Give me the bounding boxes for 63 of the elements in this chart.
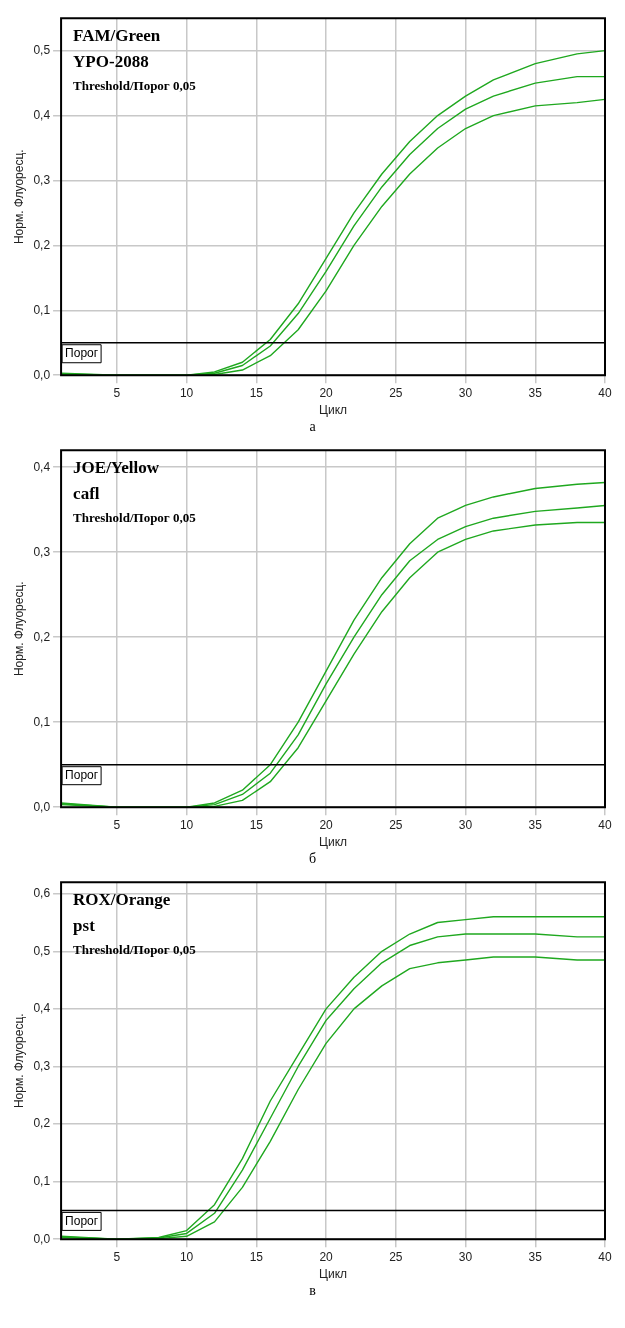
text: cafl — [73, 484, 100, 504]
y-axis-title: Норм. Флуоресц. — [11, 581, 26, 677]
x-tick-label: 5 — [113, 817, 121, 832]
text: FAM/Green — [73, 26, 161, 46]
text: б — [307, 850, 318, 868]
y-tick-label: 0,1 — [33, 302, 51, 317]
y-tick-label: 0,2 — [33, 237, 51, 252]
x-tick-label: 25 — [389, 1249, 403, 1264]
x-tick-label: 30 — [458, 817, 473, 832]
y-tick-label: 0,2 — [33, 629, 51, 644]
y-tick-label: 0,5 — [33, 42, 51, 57]
annotation: Threshold/Порог 0,05 — [73, 78, 197, 94]
ref-line-label: Порог — [65, 1213, 99, 1228]
ref-line-label: Порог — [65, 768, 99, 783]
x-tick-label: 25 — [389, 817, 403, 832]
annotation: Threshold/Порог 0,05 — [73, 510, 197, 526]
annotation: Threshold/Порог 0,05 — [73, 942, 197, 958]
y-axis-title: Норм. Флуоресц. — [11, 1013, 26, 1109]
x-tick-label: 10 — [179, 385, 194, 400]
text: YPO-2088 — [73, 52, 149, 72]
x-tick-label: 40 — [598, 817, 612, 832]
x-tick-label: 35 — [528, 817, 543, 832]
y-tick-label: 0,4 — [33, 1001, 51, 1016]
y-tick-label: 0,3 — [33, 1058, 51, 1073]
y-tick-label: 0,0 — [33, 799, 51, 814]
x-tick-label: 5 — [113, 1249, 121, 1264]
y-tick-label: 0,1 — [33, 1173, 51, 1188]
x-tick-label: 35 — [528, 1249, 543, 1264]
x-axis-title: Цикл — [319, 835, 348, 850]
y-tick-label: 0,3 — [33, 172, 51, 187]
x-axis-title: Цикл — [319, 1267, 348, 1282]
y-tick-label: 0,2 — [33, 1116, 51, 1131]
x-tick-label: 40 — [598, 385, 612, 400]
x-tick-label: 5 — [113, 385, 121, 400]
x-tick-label: 30 — [458, 385, 473, 400]
text: JOE/Yellow — [73, 458, 160, 478]
x-tick-label: 20 — [319, 817, 334, 832]
y-tick-label: 0,4 — [33, 459, 51, 474]
x-tick-label: 15 — [249, 1249, 264, 1264]
x-tick-label: 25 — [389, 385, 403, 400]
x-tick-label: 30 — [458, 1249, 473, 1264]
x-tick-label: 10 — [179, 1249, 194, 1264]
text: а — [308, 418, 317, 436]
x-tick-label: 20 — [319, 1249, 334, 1264]
y-tick-label: 0,6 — [33, 886, 51, 901]
x-tick-label: 15 — [249, 385, 264, 400]
y-tick-label: 0,5 — [33, 943, 51, 958]
x-axis-title: Цикл — [319, 403, 348, 418]
y-tick-label: 0,3 — [33, 544, 51, 559]
x-tick-label: 35 — [528, 385, 543, 400]
x-tick-label: 20 — [319, 385, 334, 400]
text: ROX/Orange — [73, 890, 171, 910]
ref-line-label: Порог — [65, 346, 99, 361]
text: pst — [73, 916, 96, 936]
text: в — [308, 1282, 317, 1300]
y-tick-label: 0,4 — [33, 107, 51, 122]
y-tick-label: 0,0 — [33, 367, 51, 382]
y-tick-label: 0,0 — [33, 1231, 51, 1246]
x-tick-label: 40 — [598, 1249, 612, 1264]
y-tick-label: 0,1 — [33, 714, 51, 729]
x-tick-label: 15 — [249, 817, 264, 832]
x-tick-label: 10 — [179, 817, 194, 832]
y-axis-title: Норм. Флуоресц. — [11, 149, 26, 245]
